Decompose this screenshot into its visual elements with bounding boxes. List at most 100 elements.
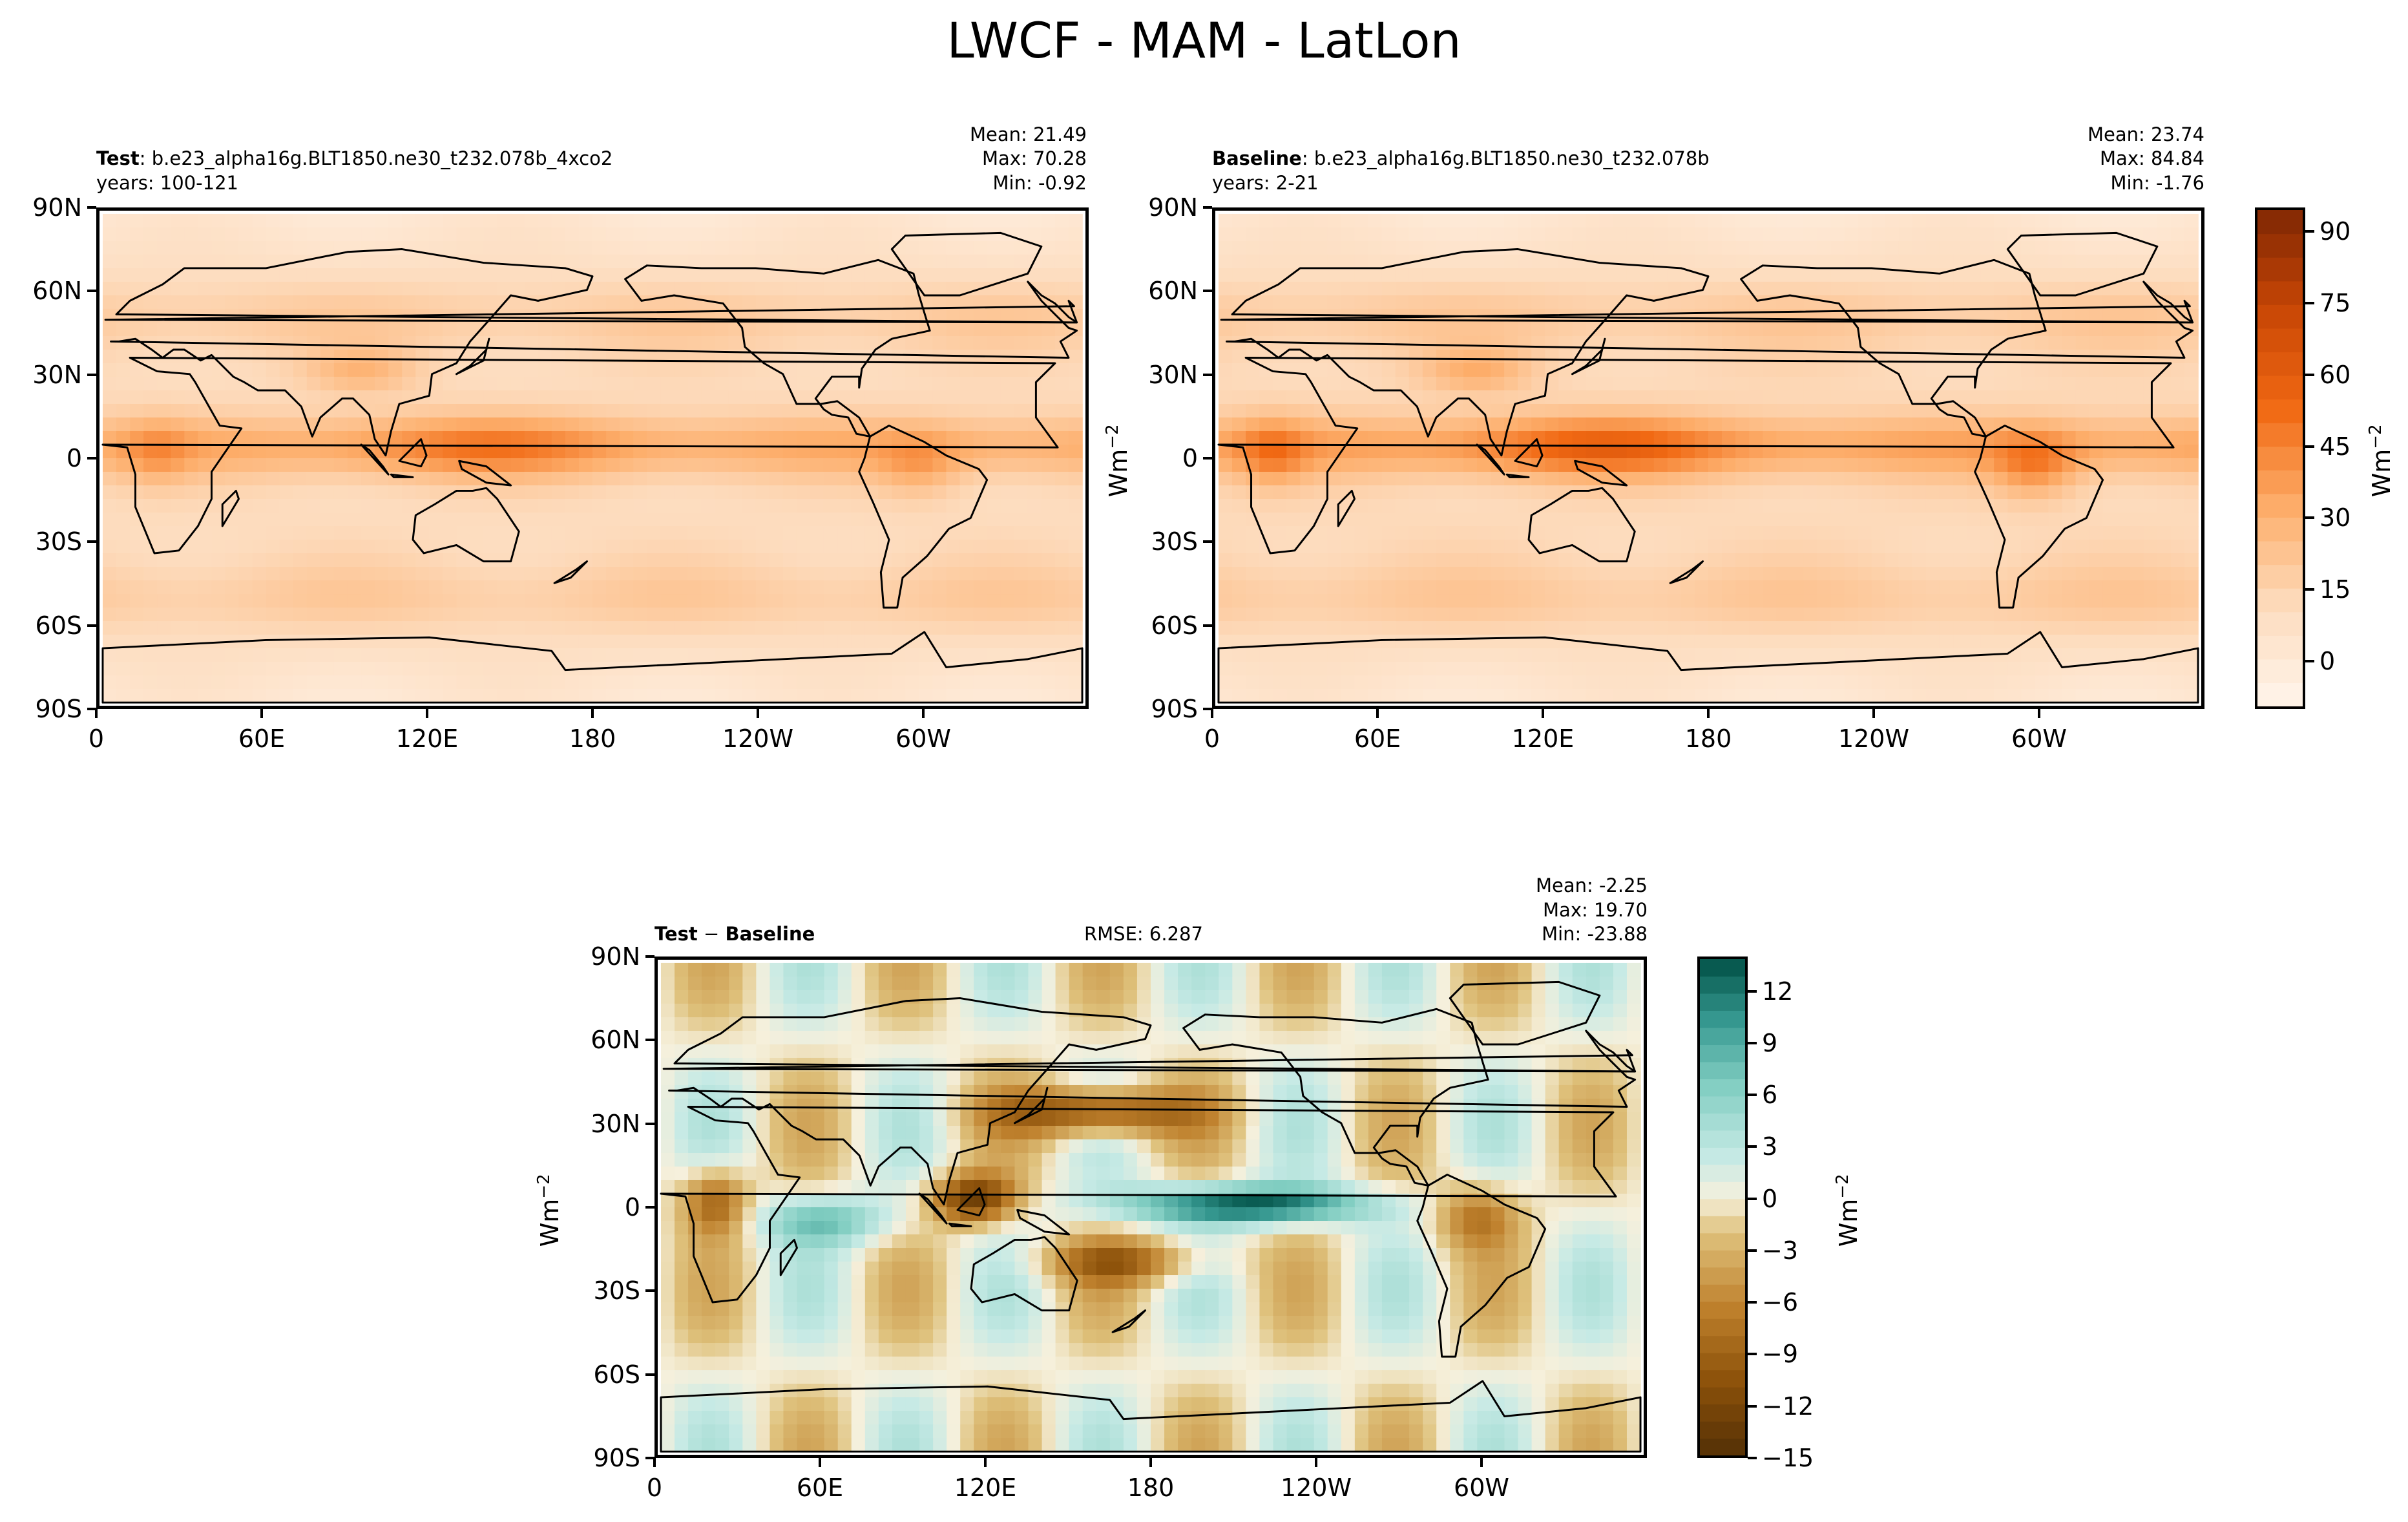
test-data-cell [429, 268, 444, 282]
baseline-data-cell [2116, 526, 2131, 540]
test-data-cell [102, 458, 117, 472]
baseline-data-cell [1408, 376, 1423, 391]
test-data-cell [578, 499, 593, 513]
baseline-data-cell [1749, 458, 1764, 472]
baseline-data-cell [2021, 458, 2036, 472]
baseline-data-cell [1953, 513, 1967, 527]
baseline-data-cell [1273, 403, 1288, 418]
baseline-data-cell [1422, 335, 1437, 350]
baseline-data-cell [1354, 213, 1369, 228]
test-data-cell [987, 254, 1001, 269]
baseline-data-cell [2007, 635, 2022, 649]
test-data-cell [1054, 513, 1069, 527]
test-data-cell [497, 281, 512, 296]
baseline-data-cell [1232, 349, 1246, 364]
baseline-data-cell [2021, 403, 2036, 418]
baseline-data-cell [2075, 472, 2090, 486]
test-data-cell [919, 567, 934, 581]
test-data-cell [823, 458, 838, 472]
baseline-data-cell [1572, 268, 1587, 282]
test-data-cell [388, 268, 403, 282]
test-data-cell [443, 499, 457, 513]
test-data-cell [415, 254, 430, 269]
test-data-cell [796, 254, 811, 269]
test-data-cell [565, 390, 580, 405]
test-data-cell [620, 553, 634, 567]
baseline-data-cell [1613, 444, 1628, 459]
baseline-data-cell [2170, 417, 2185, 432]
baseline-data-cell [1749, 594, 1764, 608]
test-data-cell [946, 689, 961, 703]
test-data-cell [837, 417, 852, 432]
test-data-cell [864, 513, 879, 527]
test-data-cell [919, 608, 934, 622]
test-data-cell [470, 662, 485, 676]
baseline-data-cell [1463, 376, 1478, 391]
test-data-cell [347, 295, 362, 310]
test-data-cell [429, 675, 444, 690]
baseline-data-cell [1939, 363, 1954, 377]
test-data-cell [429, 608, 444, 622]
baseline-data-cell [1722, 213, 1736, 228]
test-data-cell [606, 376, 620, 391]
baseline-data-cell [1776, 390, 1791, 405]
baseline-data-cell [1653, 621, 1668, 635]
test-title: Test: b.e23_alpha16g.BLT1850.ne30_t232.0… [96, 147, 613, 169]
baseline-data-cell [1599, 594, 1614, 608]
test-data-cell [320, 213, 335, 228]
baseline-data-cell [1531, 594, 1546, 608]
test-data-cell [293, 580, 308, 595]
test-data-cell [333, 689, 348, 703]
baseline-data-cell [1844, 417, 1859, 432]
baseline-data-cell [2130, 308, 2144, 323]
baseline-data-cell [2130, 608, 2144, 622]
baseline-data-cell [2089, 513, 2104, 527]
baseline-data-cell [1694, 363, 1709, 377]
baseline-data-cell [1354, 240, 1369, 255]
test-data-cell [755, 513, 770, 527]
baseline-data-cell [1749, 295, 1764, 310]
baseline-data-cell [2170, 540, 2185, 554]
test-data-cell [238, 240, 253, 255]
baseline-data-cell [1286, 472, 1301, 486]
baseline-data-cell [2143, 213, 2158, 228]
test-data-cell [715, 240, 729, 255]
test-data-cell [102, 268, 117, 282]
test-data-cell [823, 580, 838, 595]
baseline-data-cell [1708, 417, 1722, 432]
baseline-data-cell [1327, 553, 1342, 567]
test-data-cell [388, 621, 403, 635]
baseline-data-cell [1518, 485, 1533, 500]
test-data-cell [497, 689, 512, 703]
test-data-cell [551, 349, 566, 364]
test-data-cell [456, 376, 471, 391]
baseline-data-cell [1994, 635, 2009, 649]
test-data-cell [592, 553, 607, 567]
baseline-data-cell [1898, 403, 1913, 418]
test-data-cell [782, 363, 797, 377]
baseline-data-cell [1803, 472, 1818, 486]
test-data-cell [715, 349, 729, 364]
test-data-cell [633, 281, 648, 296]
baseline-data-cell [1395, 227, 1410, 242]
baseline-data-cell [1694, 513, 1709, 527]
test-data-cell [674, 376, 689, 391]
baseline-data-cell [1749, 403, 1764, 418]
baseline-data-cell [1735, 580, 1750, 595]
test-data-cell [157, 675, 172, 690]
test-data-cell [823, 363, 838, 377]
baseline-data-cell [1613, 513, 1628, 527]
baseline-data-cell [1531, 268, 1546, 282]
baseline-data-cell [1341, 430, 1356, 445]
test-data-cell [701, 390, 716, 405]
baseline-data-cell [1246, 594, 1260, 608]
baseline-data-cell [1504, 363, 1519, 377]
baseline-data-cell [1749, 608, 1764, 622]
baseline-data-cell [1246, 268, 1260, 282]
baseline-data-cell [1803, 281, 1818, 296]
baseline-data-cell [1599, 513, 1614, 527]
test-data-cell [524, 240, 539, 255]
baseline-data-cell [1599, 430, 1614, 445]
test-data-cell [510, 513, 525, 527]
baseline-data-cell [1830, 322, 1845, 337]
